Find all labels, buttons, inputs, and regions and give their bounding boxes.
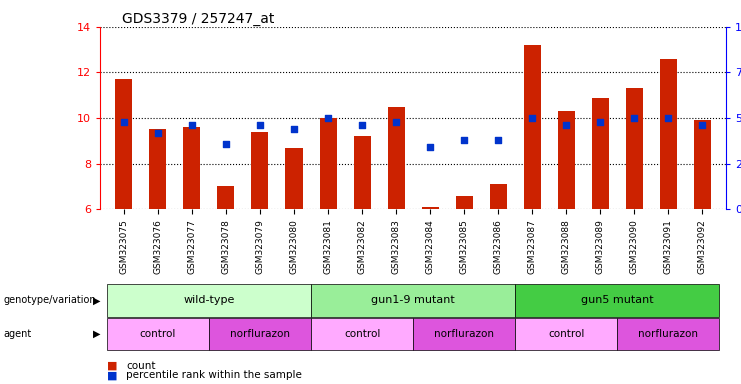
Text: norflurazon: norflurazon [638,329,698,339]
Bar [285,148,302,209]
Text: gun5 mutant: gun5 mutant [581,295,654,306]
Bar [659,59,677,209]
Bar [558,111,575,209]
Text: ■: ■ [107,361,118,371]
Bar [422,207,439,209]
Bar [694,120,711,209]
Point [458,137,470,143]
Text: GDS3379 / 257247_at: GDS3379 / 257247_at [122,12,275,25]
Point [356,122,368,128]
Text: percentile rank within the sample: percentile rank within the sample [126,370,302,380]
Point [424,144,436,150]
Bar [456,195,473,209]
Text: control: control [140,329,176,339]
Bar [353,136,370,209]
Text: count: count [126,361,156,371]
Point [220,141,232,147]
Text: ■: ■ [107,370,118,380]
Text: ▶: ▶ [93,329,100,339]
Point [662,115,674,121]
Point [697,122,708,128]
Bar [524,45,541,209]
Point [288,126,300,132]
Point [628,115,640,121]
Point [254,122,266,128]
Point [594,119,606,125]
Text: gun1-9 mutant: gun1-9 mutant [371,295,455,306]
Text: control: control [344,329,380,339]
Point [322,115,334,121]
Bar [319,118,336,209]
Bar [184,127,200,209]
Text: ▶: ▶ [93,295,100,306]
Point [152,130,164,136]
Bar [490,184,507,209]
Bar [150,129,167,209]
Bar [388,107,405,209]
Text: norflurazon: norflurazon [434,329,494,339]
Point [391,119,402,125]
Bar [251,132,268,209]
Point [118,119,130,125]
Bar [217,187,234,209]
Text: wild-type: wild-type [183,295,235,306]
Point [560,122,572,128]
Text: control: control [548,329,585,339]
Text: norflurazon: norflurazon [230,329,290,339]
Point [492,137,504,143]
Point [186,122,198,128]
Point [526,115,538,121]
Bar [116,79,133,209]
Text: genotype/variation: genotype/variation [4,295,96,306]
Bar [592,98,609,209]
Bar [626,88,642,209]
Text: agent: agent [4,329,32,339]
